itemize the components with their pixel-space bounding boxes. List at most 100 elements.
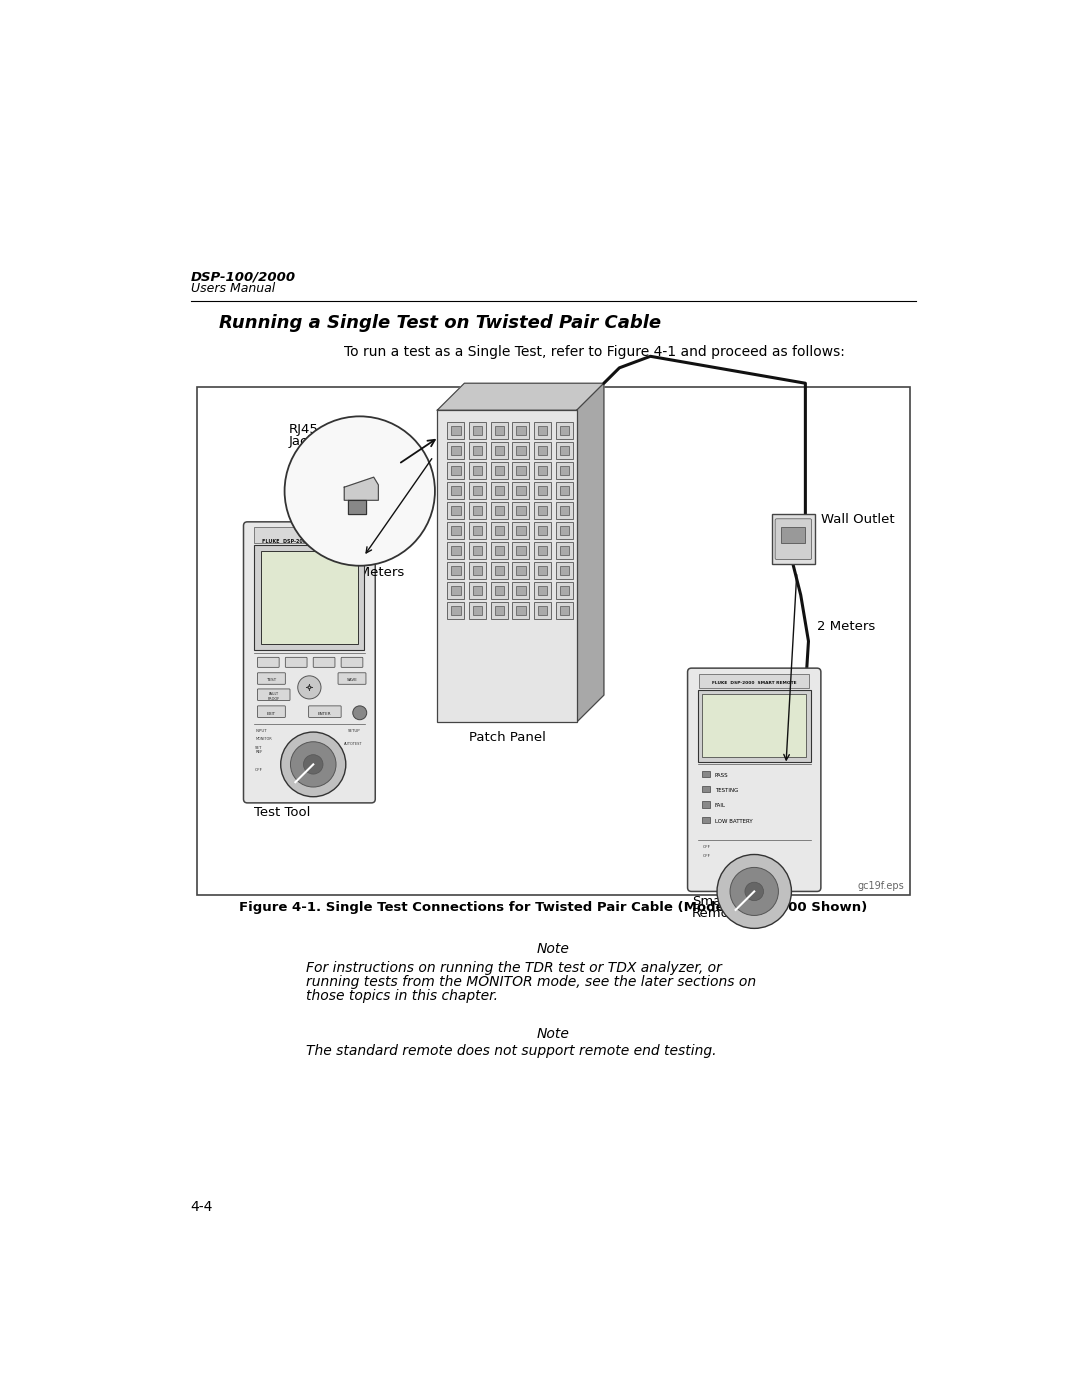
FancyBboxPatch shape (338, 673, 366, 685)
FancyBboxPatch shape (535, 542, 551, 559)
Text: 2 Meters: 2 Meters (346, 566, 404, 578)
FancyBboxPatch shape (702, 694, 806, 757)
Text: 2 Meters: 2 Meters (816, 620, 875, 633)
FancyBboxPatch shape (516, 446, 526, 455)
FancyBboxPatch shape (535, 422, 551, 439)
FancyBboxPatch shape (512, 562, 529, 578)
FancyBboxPatch shape (512, 502, 529, 518)
FancyBboxPatch shape (495, 486, 504, 495)
FancyBboxPatch shape (469, 462, 486, 479)
Text: Test Tool: Test Tool (254, 806, 310, 819)
FancyBboxPatch shape (559, 546, 569, 555)
Text: Remote: Remote (692, 907, 743, 919)
FancyBboxPatch shape (447, 522, 464, 539)
FancyBboxPatch shape (451, 446, 460, 455)
FancyBboxPatch shape (447, 482, 464, 499)
Text: OFF: OFF (702, 854, 711, 858)
FancyBboxPatch shape (469, 583, 486, 599)
Text: SAVE: SAVE (347, 679, 357, 683)
FancyBboxPatch shape (538, 426, 548, 434)
FancyBboxPatch shape (559, 506, 569, 515)
Text: PASS: PASS (715, 773, 728, 778)
FancyBboxPatch shape (490, 502, 508, 518)
Text: those topics in this chapter.: those topics in this chapter. (306, 989, 498, 1003)
FancyBboxPatch shape (451, 546, 460, 555)
FancyBboxPatch shape (702, 771, 710, 777)
Text: Figure 4-1. Single Test Connections for Twisted Pair Cable (Model DSP-2000 Shown: Figure 4-1. Single Test Connections for … (240, 901, 867, 914)
Text: gc19f.eps: gc19f.eps (858, 880, 904, 891)
Text: Note: Note (537, 1027, 570, 1041)
Text: DSP-100/2000: DSP-100/2000 (191, 271, 296, 284)
FancyBboxPatch shape (451, 426, 460, 434)
FancyBboxPatch shape (535, 562, 551, 578)
FancyBboxPatch shape (197, 387, 910, 895)
Text: The standard remote does not support remote end testing.: The standard remote does not support rem… (306, 1044, 716, 1058)
FancyBboxPatch shape (447, 441, 464, 458)
Text: SET
REF: SET REF (255, 746, 262, 754)
FancyBboxPatch shape (469, 602, 486, 619)
FancyBboxPatch shape (473, 486, 482, 495)
Circle shape (717, 855, 792, 929)
FancyBboxPatch shape (469, 542, 486, 559)
FancyBboxPatch shape (473, 506, 482, 515)
Text: EXIT: EXIT (267, 711, 276, 715)
Text: FAIL: FAIL (715, 803, 726, 809)
FancyBboxPatch shape (538, 506, 548, 515)
FancyBboxPatch shape (473, 546, 482, 555)
Text: AUTOTEST: AUTOTEST (345, 742, 363, 746)
FancyBboxPatch shape (556, 602, 572, 619)
FancyBboxPatch shape (257, 658, 279, 668)
FancyBboxPatch shape (490, 583, 508, 599)
FancyBboxPatch shape (512, 441, 529, 458)
Text: MONITOR: MONITOR (255, 736, 272, 740)
FancyBboxPatch shape (702, 817, 710, 823)
FancyBboxPatch shape (495, 606, 504, 615)
FancyBboxPatch shape (516, 566, 526, 576)
FancyBboxPatch shape (535, 602, 551, 619)
Text: Wall Outlet: Wall Outlet (821, 513, 894, 527)
FancyBboxPatch shape (490, 482, 508, 499)
FancyBboxPatch shape (556, 542, 572, 559)
Text: TESTING: TESTING (715, 788, 738, 793)
Circle shape (353, 705, 367, 719)
FancyBboxPatch shape (535, 522, 551, 539)
FancyBboxPatch shape (469, 522, 486, 539)
FancyBboxPatch shape (285, 658, 307, 668)
FancyBboxPatch shape (451, 585, 460, 595)
Text: FLUKE  DSP-2000  SMART REMOTE: FLUKE DSP-2000 SMART REMOTE (712, 682, 797, 686)
FancyBboxPatch shape (556, 422, 572, 439)
FancyBboxPatch shape (451, 465, 460, 475)
FancyBboxPatch shape (451, 606, 460, 615)
FancyBboxPatch shape (559, 525, 569, 535)
FancyBboxPatch shape (473, 525, 482, 535)
FancyBboxPatch shape (490, 602, 508, 619)
FancyBboxPatch shape (559, 566, 569, 576)
Text: Patch Panel: Patch Panel (469, 731, 545, 743)
Circle shape (281, 732, 346, 796)
FancyBboxPatch shape (260, 550, 359, 644)
FancyBboxPatch shape (243, 522, 375, 803)
FancyBboxPatch shape (447, 583, 464, 599)
FancyBboxPatch shape (451, 566, 460, 576)
FancyBboxPatch shape (495, 446, 504, 455)
Text: For instructions on running the TDR test or TDX analyzer, or: For instructions on running the TDR test… (306, 961, 721, 975)
FancyBboxPatch shape (495, 525, 504, 535)
FancyBboxPatch shape (473, 585, 482, 595)
Text: ENTER: ENTER (319, 711, 332, 715)
FancyBboxPatch shape (559, 426, 569, 434)
FancyBboxPatch shape (535, 583, 551, 599)
FancyBboxPatch shape (516, 606, 526, 615)
FancyBboxPatch shape (490, 462, 508, 479)
Circle shape (291, 742, 336, 787)
FancyBboxPatch shape (559, 446, 569, 455)
FancyBboxPatch shape (473, 465, 482, 475)
Text: OFF: OFF (702, 845, 711, 848)
FancyBboxPatch shape (535, 441, 551, 458)
FancyBboxPatch shape (447, 562, 464, 578)
FancyBboxPatch shape (516, 585, 526, 595)
Text: SETUP: SETUP (348, 729, 361, 733)
Circle shape (730, 868, 779, 915)
FancyBboxPatch shape (538, 465, 548, 475)
FancyBboxPatch shape (313, 658, 335, 668)
FancyBboxPatch shape (559, 486, 569, 495)
